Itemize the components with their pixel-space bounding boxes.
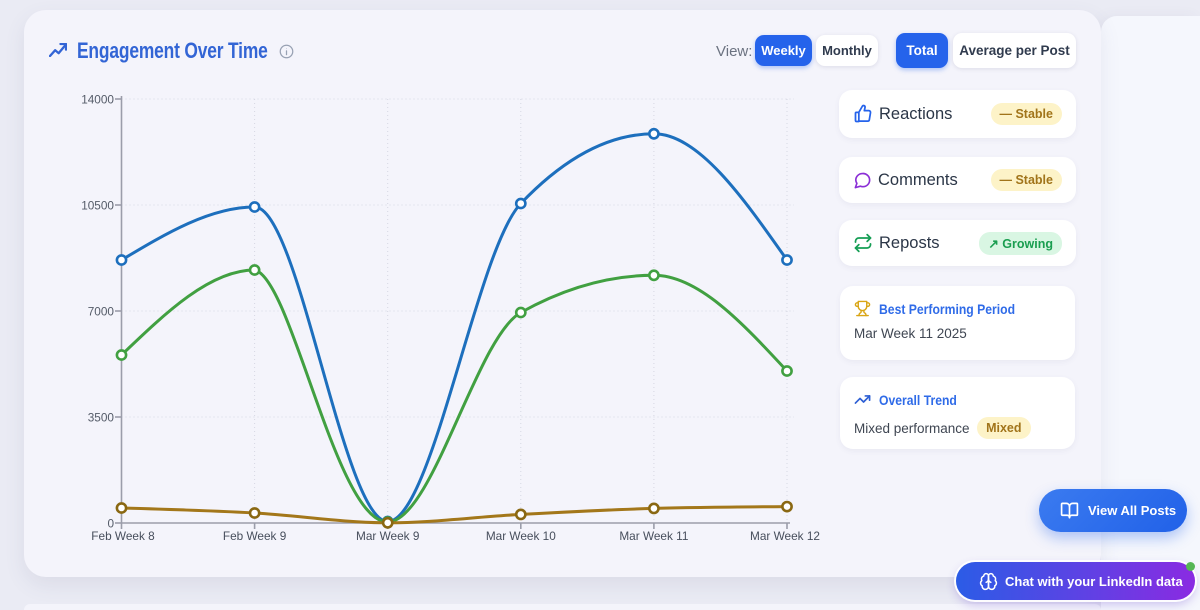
svg-text:3500: 3500: [88, 411, 115, 425]
svg-text:14000: 14000: [81, 93, 114, 107]
svg-text:Mar Week 9: Mar Week 9: [356, 529, 419, 543]
svg-text:Mar Week 10: Mar Week 10: [486, 529, 556, 543]
svg-text:Mar Week 12: Mar Week 12: [750, 529, 820, 543]
svg-text:7000: 7000: [88, 305, 115, 319]
svg-text:Feb Week 8: Feb Week 8: [91, 529, 155, 543]
svg-text:0: 0: [107, 517, 114, 531]
svg-text:Mar Week 11: Mar Week 11: [619, 529, 688, 543]
svg-text:Feb Week 9: Feb Week 9: [223, 529, 286, 543]
svg-text:10500: 10500: [81, 199, 114, 213]
